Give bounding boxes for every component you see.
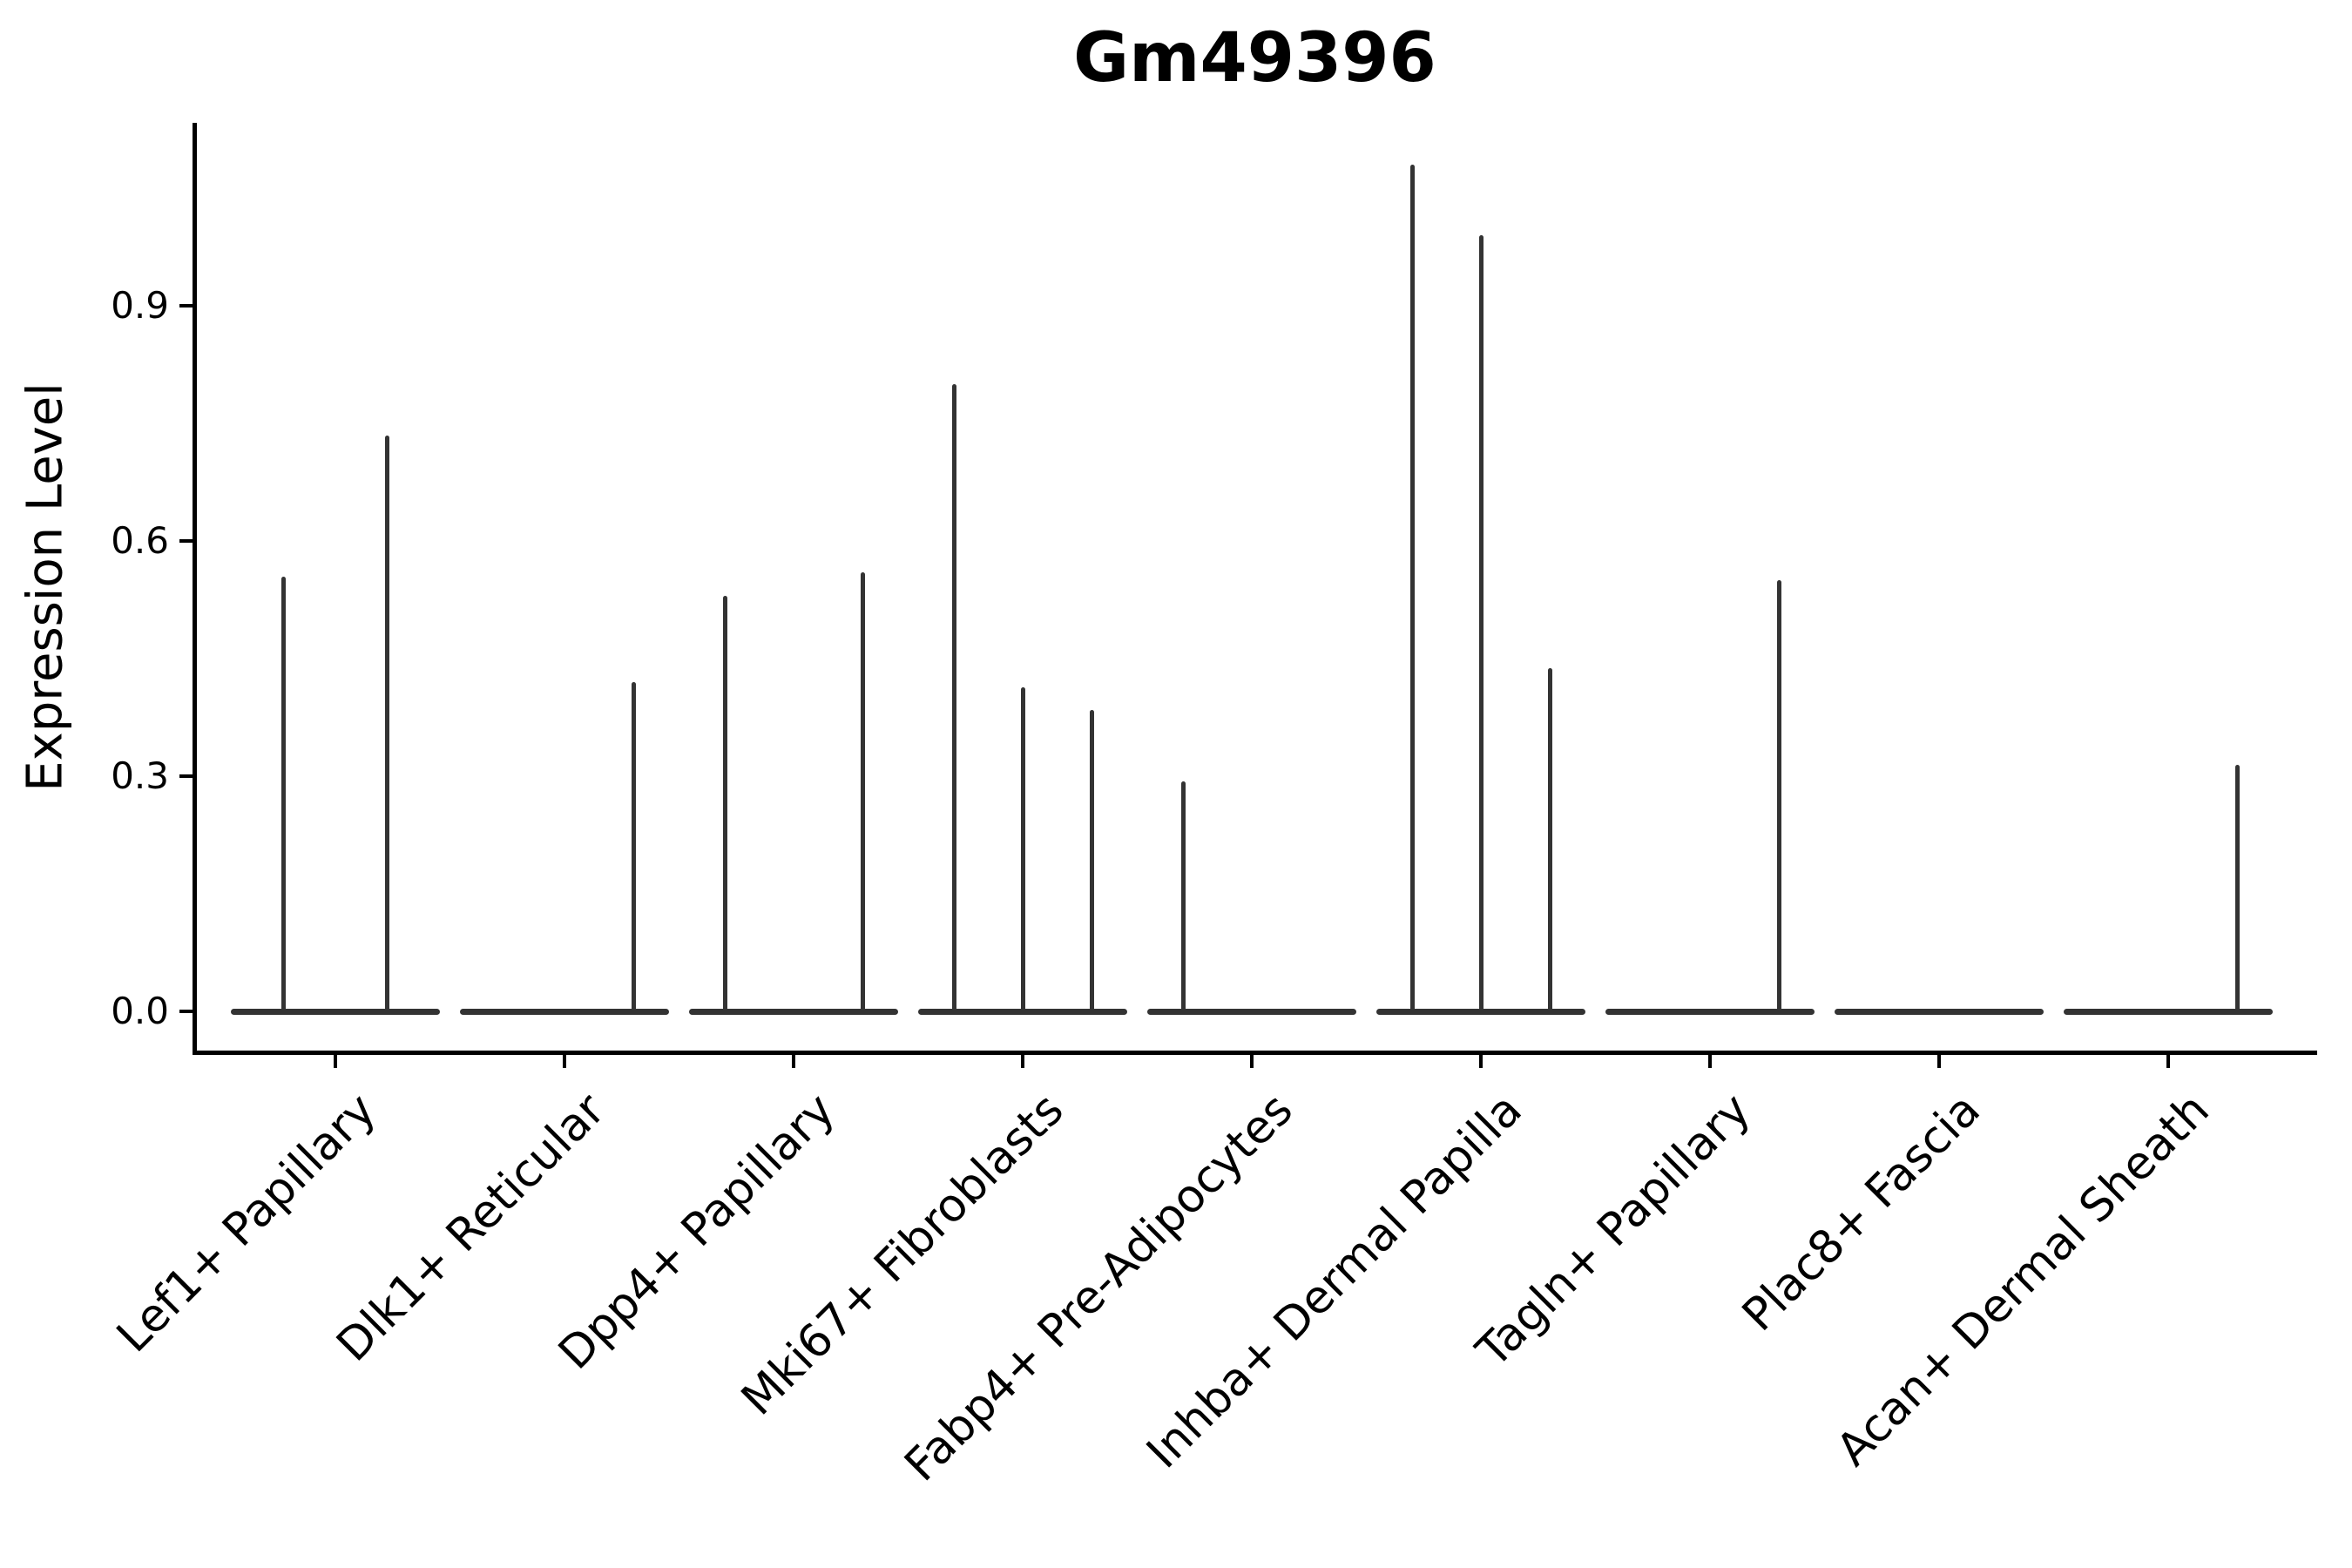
x-tick-mark [1937, 1055, 1941, 1068]
x-tick-label: Inhba+ Dermal Papilla [1136, 1084, 1532, 1479]
violin-base [918, 1008, 1127, 1015]
y-tick-mark [179, 774, 193, 778]
violin-base [231, 1008, 440, 1015]
x-tick-mark [563, 1055, 566, 1068]
x-tick-mark [792, 1055, 795, 1068]
y-tick-mark [179, 539, 193, 543]
x-tick-label: Acan+ Dermal Sheath [1826, 1084, 2220, 1477]
violin-spike [2234, 764, 2240, 1011]
violin-spike [1409, 165, 1415, 1011]
violin-spike [951, 384, 956, 1011]
violin-spike [1478, 235, 1484, 1011]
violin-spike [384, 435, 389, 1011]
violin-spike [1020, 687, 1025, 1011]
y-tick-label: 0.6 [111, 519, 169, 562]
violin-spike [722, 596, 727, 1011]
y-axis-spine [193, 123, 197, 1055]
x-tick-mark [2166, 1055, 2170, 1068]
y-tick-mark [179, 304, 193, 308]
violin-base [460, 1008, 669, 1015]
violin-base [2064, 1008, 2273, 1015]
violin-spike [1089, 710, 1094, 1011]
violin-spike [860, 572, 865, 1011]
x-tick-mark [334, 1055, 337, 1068]
x-tick-mark [1021, 1055, 1024, 1068]
violin-spike [1547, 667, 1552, 1011]
violin-spike [281, 576, 287, 1011]
x-axis-spine [193, 1051, 2317, 1055]
violin-spike [631, 682, 636, 1011]
violin-base [1835, 1008, 2044, 1015]
x-tick-label: Plac8+ Fascia [1732, 1084, 1990, 1342]
y-axis-label: Expression Level [17, 382, 74, 792]
violin-base [1376, 1008, 1585, 1015]
x-tick-mark [1708, 1055, 1712, 1068]
violin-base [1605, 1008, 1815, 1015]
y-tick-label: 0.0 [111, 990, 169, 1032]
x-tick-mark [1250, 1055, 1254, 1068]
violin-spike [1776, 580, 1781, 1011]
y-tick-label: 0.3 [111, 754, 169, 797]
y-tick-label: 0.9 [111, 284, 169, 327]
violin-base [689, 1008, 898, 1015]
violin-spike [1180, 781, 1186, 1011]
x-tick-mark [1479, 1055, 1483, 1068]
y-tick-mark [179, 1010, 193, 1013]
chart-title: Gm49396 [1073, 19, 1436, 98]
x-tick-label: Fabp4+ Pre-Adipocytes [895, 1084, 1303, 1492]
violin-base [1147, 1008, 1356, 1015]
